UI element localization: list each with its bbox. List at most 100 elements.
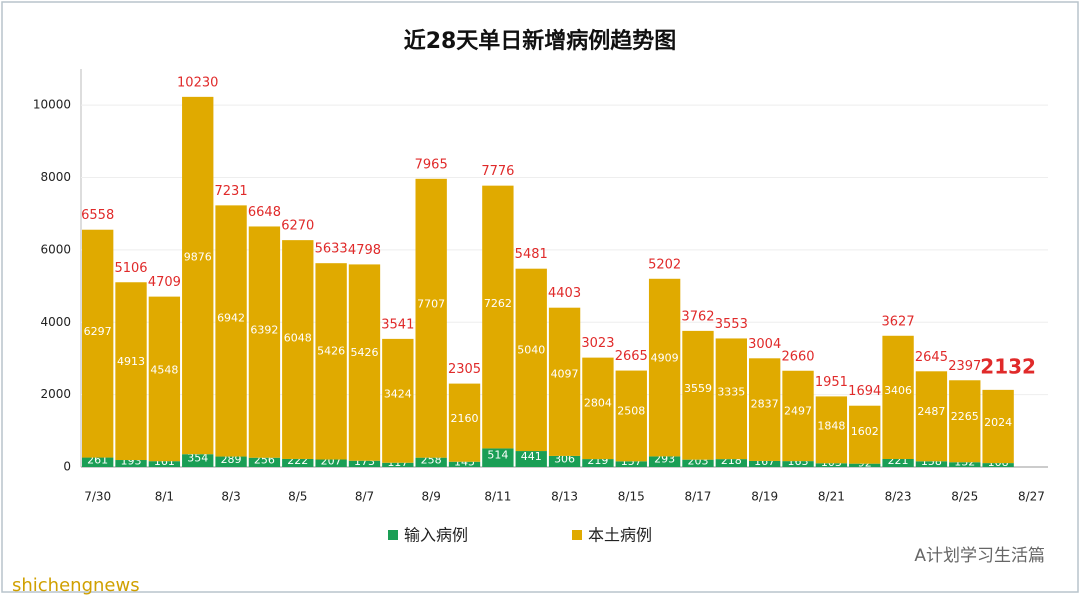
data-label: 441	[521, 450, 542, 463]
bar-segment	[815, 396, 848, 464]
x-tick-label: 8/25	[951, 490, 978, 504]
y-tick-label: 2000	[40, 387, 71, 401]
bar-segment	[215, 456, 247, 467]
data-label: 6048	[284, 332, 312, 345]
x-tick-label: 8/19	[751, 490, 778, 504]
total-label: 7965	[415, 157, 448, 172]
total-label: 2397	[948, 359, 981, 374]
watermark: A计划学习生活篇	[914, 546, 1045, 566]
data-label: 5040	[517, 344, 545, 357]
y-tick-label: 0	[63, 460, 71, 474]
data-label: 9876	[184, 251, 212, 264]
data-label: 1848	[817, 419, 845, 432]
x-tick-label: 8/1	[155, 490, 174, 504]
y-tick-label: 10000	[33, 98, 71, 112]
bar-segment	[82, 229, 114, 458]
total-label: 3004	[748, 337, 781, 352]
data-label: 2508	[617, 404, 645, 417]
data-label: 6392	[250, 324, 278, 337]
x-tick-label: 7/30	[84, 490, 111, 504]
bar-segment	[949, 380, 981, 463]
data-label: 3559	[684, 382, 712, 395]
bar-segment	[749, 358, 781, 461]
bar-segment	[282, 240, 314, 459]
total-label: 1694	[848, 384, 881, 399]
total-label: 2645	[915, 350, 948, 365]
total-label: 10230	[177, 75, 218, 90]
bar-segment	[782, 461, 814, 467]
data-label: 2160	[451, 412, 479, 425]
total-label: 7231	[215, 184, 248, 199]
total-label: 6270	[281, 219, 314, 234]
x-tick-label: 8/5	[288, 490, 307, 504]
data-label: 354	[187, 452, 208, 465]
x-tick-label: 8/21	[818, 490, 845, 504]
total-label: 5633	[315, 242, 348, 257]
bar-segment	[482, 185, 514, 449]
data-label: 2487	[917, 405, 945, 418]
data-label: 2265	[951, 410, 979, 423]
data-label: 2024	[984, 416, 1012, 429]
data-label: 4913	[117, 355, 145, 368]
bar-segment	[248, 457, 281, 467]
bar-segment	[115, 282, 147, 461]
bar-segment	[548, 307, 581, 456]
y-tick-label: 6000	[40, 242, 71, 256]
bar-segment	[982, 389, 1014, 464]
chart-title: 近28天单日新增病例趋势图	[404, 28, 677, 54]
bar-segment	[515, 451, 547, 467]
legend-swatch	[572, 530, 582, 540]
total-label: 3762	[681, 309, 714, 324]
bar-segment	[782, 370, 814, 462]
bar-segment	[182, 96, 214, 455]
x-tick-label: 8/17	[684, 490, 711, 504]
bar-segment	[582, 459, 614, 467]
bar-segment	[582, 357, 614, 460]
bar-segment	[715, 338, 747, 460]
x-tick-label: 8/11	[484, 490, 511, 504]
bar-segment	[849, 463, 881, 467]
bar-segment	[148, 461, 181, 467]
bar-segment	[182, 454, 214, 467]
total-label: 2132	[980, 354, 1036, 378]
total-label: 7776	[481, 164, 514, 179]
bar-segment	[82, 457, 114, 467]
total-label: 2305	[448, 362, 481, 377]
data-label: 3406	[884, 384, 912, 397]
total-label: 2665	[615, 349, 648, 364]
bar-segment	[815, 463, 848, 467]
bar-segment	[915, 461, 948, 467]
bar-segment	[382, 462, 414, 467]
data-label: 514	[487, 449, 508, 462]
legend-label: 本土病例	[588, 526, 652, 545]
bar-segment	[348, 264, 381, 461]
bar-segment	[849, 405, 881, 464]
bar-segment	[382, 338, 414, 463]
bar-segment	[915, 371, 948, 462]
data-label: 2497	[784, 404, 812, 417]
total-label: 5106	[114, 261, 147, 276]
bar-segment	[882, 459, 914, 467]
data-label: 6297	[84, 325, 112, 338]
bar-segment	[315, 263, 347, 460]
data-label: 1602	[851, 425, 879, 438]
data-label: 7707	[417, 297, 445, 310]
total-label: 1951	[815, 375, 848, 390]
data-label: 7262	[484, 297, 512, 310]
x-tick-label: 8/23	[885, 490, 912, 504]
x-tick-label: 8/13	[551, 490, 578, 504]
data-label: 4909	[651, 352, 679, 365]
x-tick-label: 8/7	[355, 490, 374, 504]
bar-segment	[248, 226, 281, 458]
bar-segment	[448, 461, 481, 467]
total-label: 4403	[548, 286, 581, 301]
total-label: 6558	[81, 208, 114, 223]
x-tick-label: 8/3	[221, 490, 240, 504]
bar-segment	[148, 296, 181, 462]
data-label: 3424	[384, 388, 412, 401]
data-label: 3335	[717, 386, 745, 399]
bar-segment	[949, 462, 981, 467]
bar-segment	[115, 460, 147, 467]
bar-segment	[548, 455, 581, 467]
total-label: 3541	[381, 317, 414, 332]
